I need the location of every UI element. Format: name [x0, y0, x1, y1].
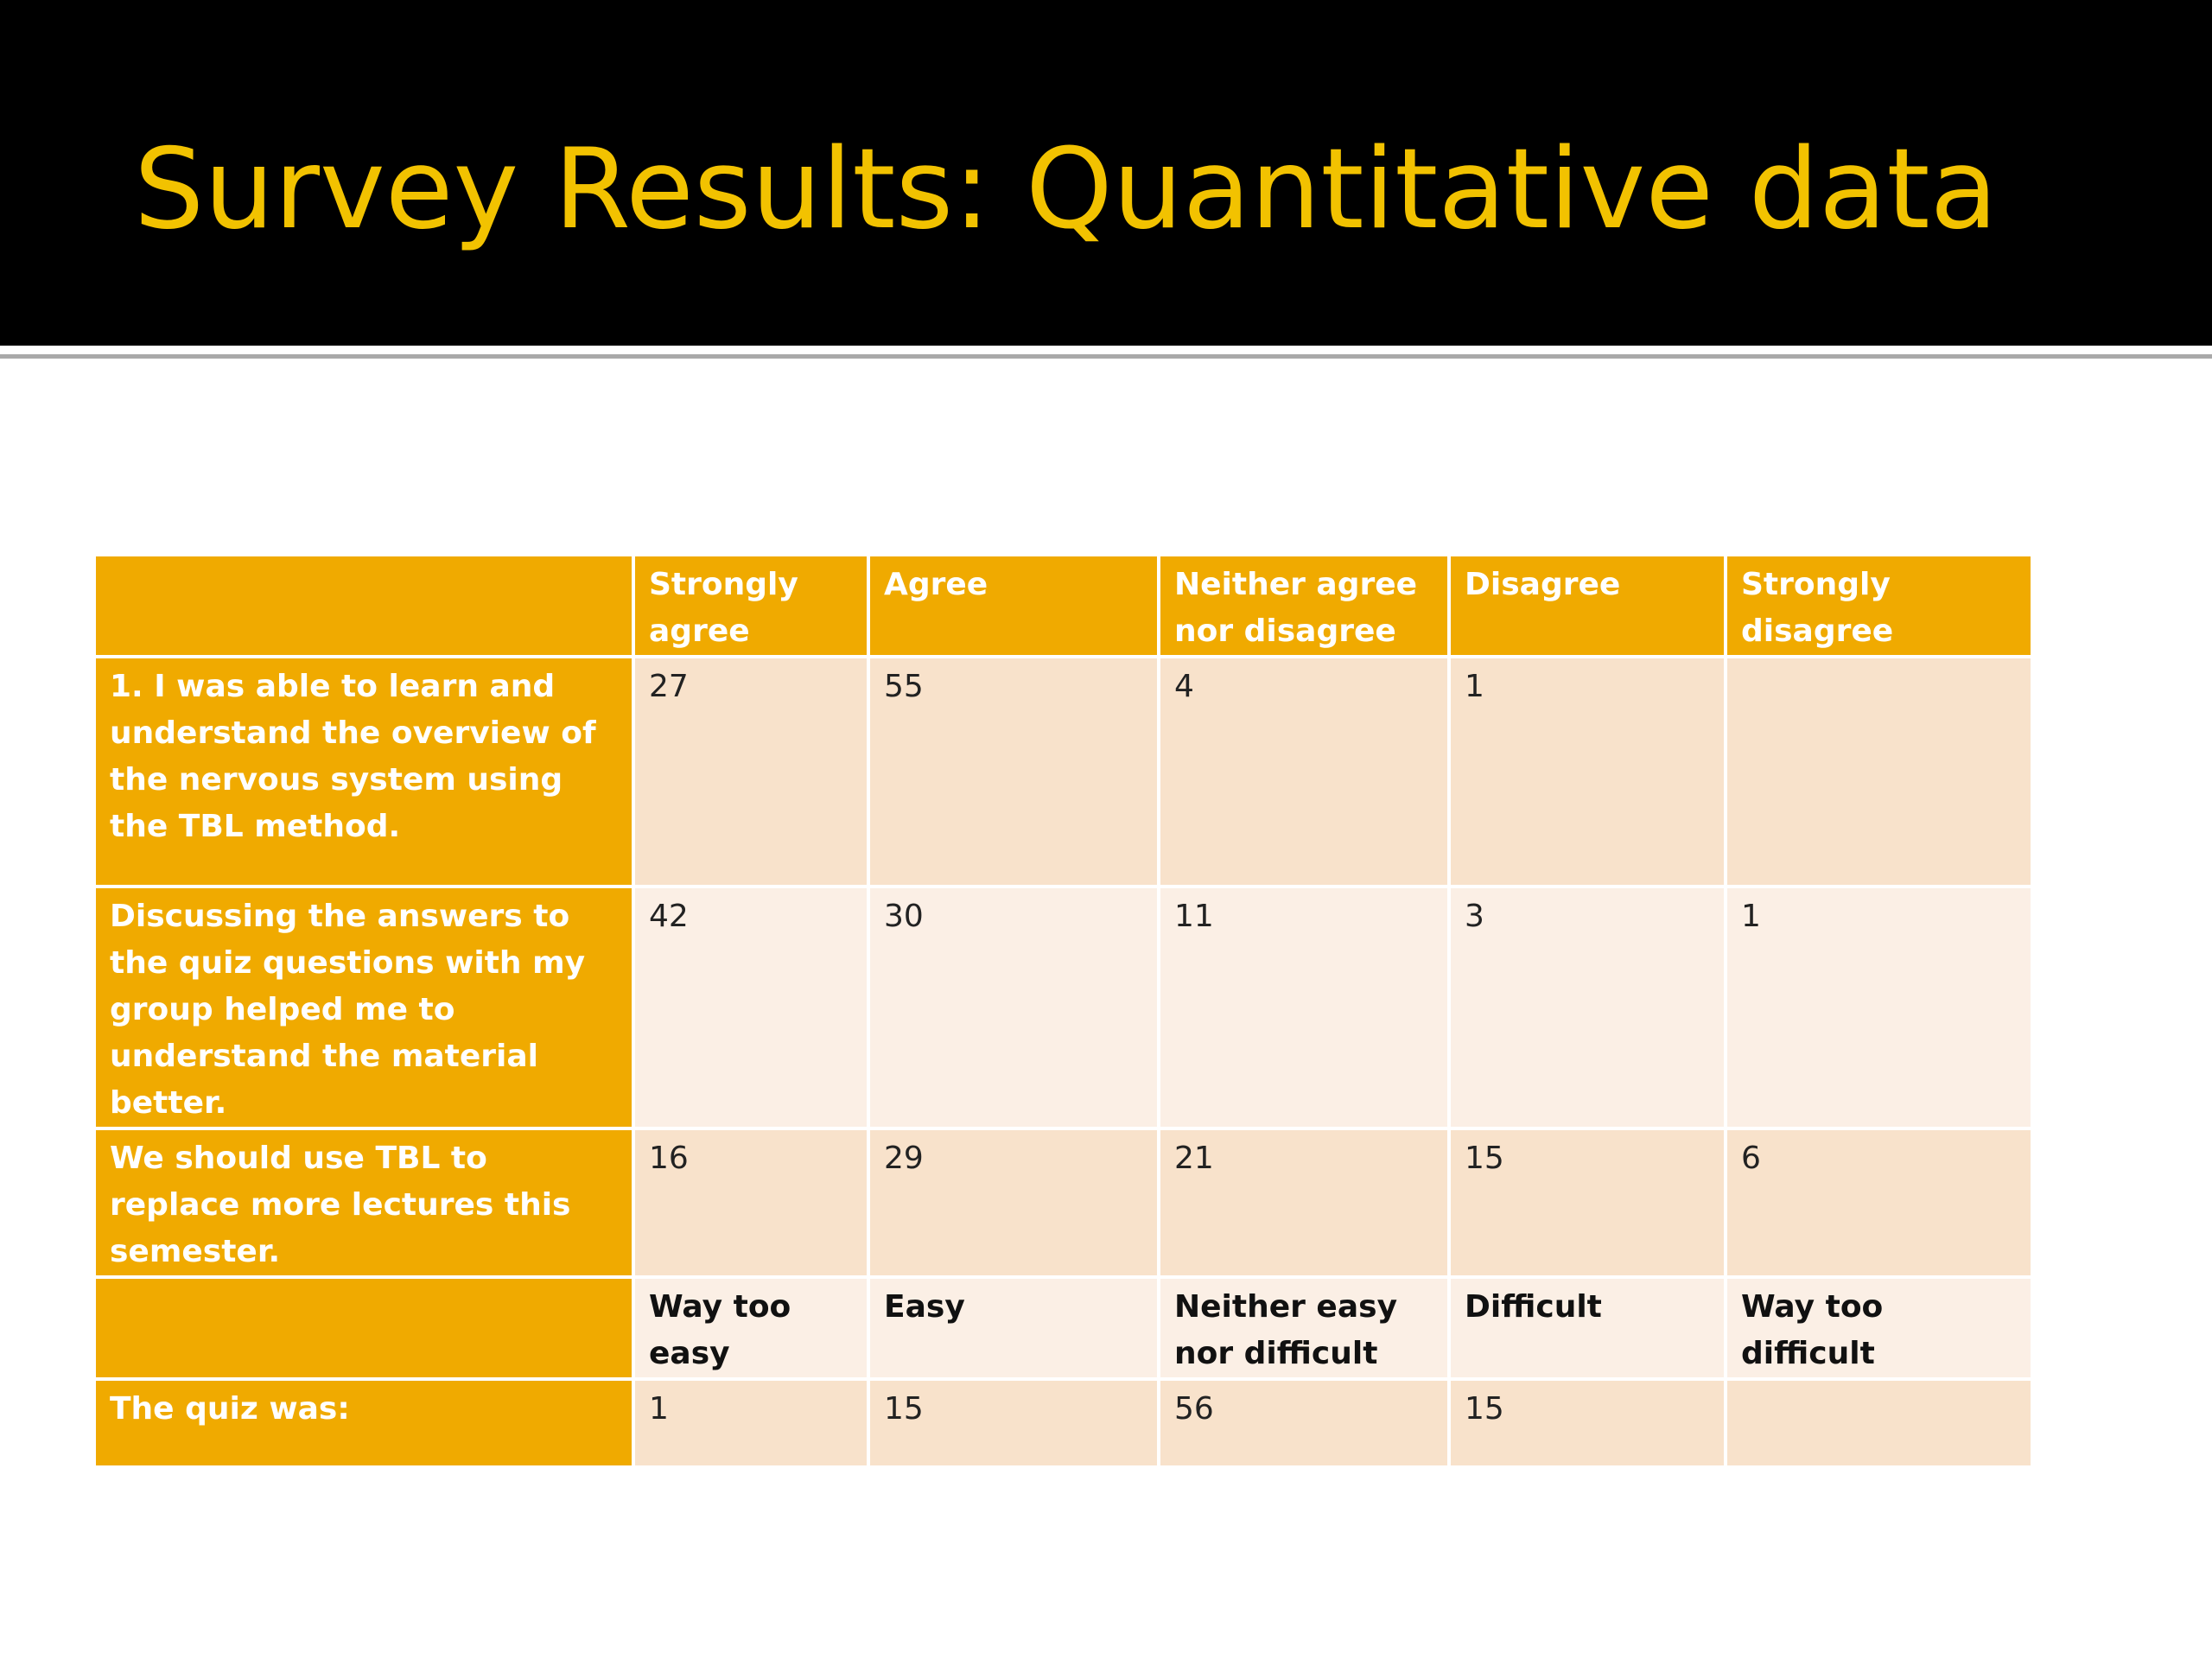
- header-strongly-agree: Strongly agree: [632, 553, 870, 658]
- subheader-way-too-easy: Way too easy: [632, 1275, 870, 1381]
- cell-value: 55: [867, 655, 1160, 888]
- cell-value: 15: [1447, 1127, 1727, 1279]
- row-label: 1. I was able to learn and understand th…: [92, 655, 635, 888]
- table-row: We should use TBL to replace more lectur…: [92, 1127, 2034, 1279]
- cell-value: 27: [632, 655, 870, 888]
- cell-value: 56: [1157, 1377, 1451, 1469]
- cell-value: 11: [1157, 885, 1451, 1130]
- table-row: The quiz was: 1 15 56 15: [92, 1377, 2034, 1469]
- row-label: The quiz was:: [92, 1377, 635, 1469]
- header-agree: Agree: [867, 553, 1160, 658]
- cell-value: 1: [1724, 885, 2034, 1130]
- subheader-way-too-difficult: Way too difficult: [1724, 1275, 2034, 1381]
- slide-title: Survey Results: Quantitative data: [134, 125, 1998, 254]
- header-cell-empty: [92, 553, 635, 658]
- subheader-easy: Easy: [867, 1275, 1160, 1381]
- cell-value: 16: [632, 1127, 870, 1279]
- cell-value: [1724, 1377, 2034, 1469]
- row-label: [92, 1275, 635, 1381]
- cell-value: 15: [1447, 1377, 1727, 1469]
- cell-value: 3: [1447, 885, 1727, 1130]
- row-label: We should use TBL to replace more lectur…: [92, 1127, 635, 1279]
- cell-value: [1724, 655, 2034, 888]
- cell-value: 4: [1157, 655, 1451, 888]
- difficulty-subheader-row: Way too easy Easy Neither easy nor diffi…: [92, 1275, 2034, 1381]
- cell-value: 1: [1447, 655, 1727, 888]
- title-divider: [0, 346, 2212, 351]
- table-row: 1. I was able to learn and understand th…: [92, 655, 2034, 888]
- header-strongly-disagree: Strongly disagree: [1724, 553, 2034, 658]
- cell-value: 21: [1157, 1127, 1451, 1279]
- cell-value: 42: [632, 885, 870, 1130]
- subheader-neither: Neither easy nor difficult: [1157, 1275, 1451, 1381]
- survey-results-table: Strongly agree Agree Neither agree nor d…: [92, 553, 2034, 1469]
- cell-value: 15: [867, 1377, 1160, 1469]
- cell-value: 1: [632, 1377, 870, 1469]
- header-disagree: Disagree: [1447, 553, 1727, 658]
- title-band: Survey Results: Quantitative data: [0, 0, 2212, 346]
- table-row: Discussing the answers to the quiz quest…: [92, 885, 2034, 1130]
- row-label: Discussing the answers to the quiz quest…: [92, 885, 635, 1130]
- cell-value: 6: [1724, 1127, 2034, 1279]
- subheader-difficult: Difficult: [1447, 1275, 1727, 1381]
- header-neither: Neither agree nor disagree: [1157, 553, 1451, 658]
- cell-value: 30: [867, 885, 1160, 1130]
- table-header-row: Strongly agree Agree Neither agree nor d…: [92, 553, 2034, 658]
- title-underline: [0, 354, 2212, 359]
- cell-value: 29: [867, 1127, 1160, 1279]
